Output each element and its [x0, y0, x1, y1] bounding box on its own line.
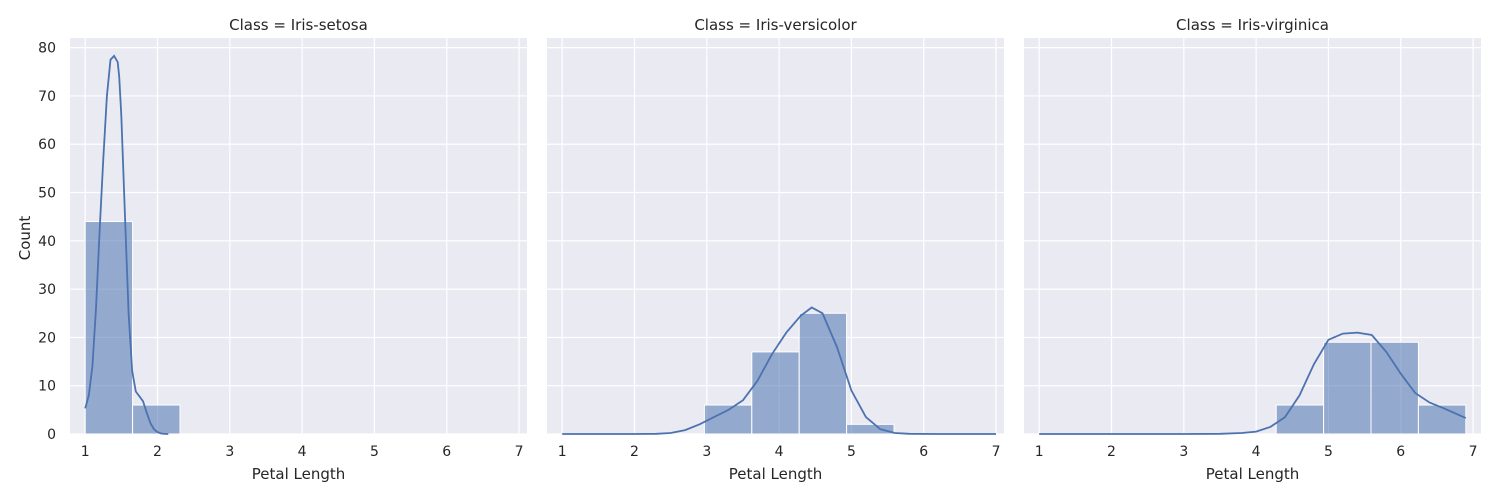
x-axis-label: Petal Length	[252, 465, 346, 483]
x-tick-label: 6	[1396, 444, 1405, 460]
kde-curve	[84, 54, 169, 435]
y-tick-label: 70	[38, 89, 56, 105]
y-tick-label: 80	[38, 41, 56, 57]
x-axis-label: Petal Length	[1206, 465, 1300, 483]
histogram-bar	[132, 404, 181, 435]
histogram-bar	[1323, 341, 1372, 435]
x-tick-label: 1	[81, 444, 90, 460]
x-tick-label: 6	[442, 444, 451, 460]
x-tick-label: 3	[1179, 444, 1188, 460]
y-tick-label: 40	[38, 234, 56, 250]
x-tick-label: 4	[298, 444, 307, 460]
kde-curve	[1039, 331, 1467, 435]
y-axis-label: Count	[16, 216, 34, 261]
x-axis-label: Petal Length	[729, 465, 823, 483]
y-tick-label: 10	[38, 379, 56, 395]
x-tick-label: 3	[225, 444, 234, 460]
x-tick-label: 5	[370, 444, 379, 460]
x-tick-label: 4	[1252, 444, 1261, 460]
x-tick-label: 3	[702, 444, 711, 460]
histogram-bar	[798, 312, 848, 435]
panel-title: Class = Iris-virginica	[1176, 16, 1329, 34]
x-tick-label: 4	[775, 444, 784, 460]
y-tick-label: 50	[38, 186, 56, 202]
x-tick-label: 2	[1107, 444, 1116, 460]
y-tick-label: 30	[38, 282, 56, 298]
x-tick-label: 7	[1469, 444, 1478, 460]
histogram-bar	[703, 404, 753, 435]
panel-title: Class = Iris-setosa	[229, 16, 368, 34]
x-tick-label: 5	[847, 444, 856, 460]
y-tick-label: 0	[47, 427, 56, 443]
x-tick-label: 6	[919, 444, 928, 460]
x-tick-label: 5	[1324, 444, 1333, 460]
panel-background	[70, 38, 527, 434]
x-tick-label: 1	[1035, 444, 1044, 460]
histogram-bar	[1417, 404, 1467, 435]
x-tick-label: 2	[630, 444, 639, 460]
panel-title: Class = Iris-versicolor	[694, 16, 857, 34]
x-tick-label: 7	[515, 444, 524, 460]
histogram-bar	[1275, 404, 1325, 435]
y-tick-label: 60	[38, 137, 56, 153]
kde-curve	[562, 306, 996, 435]
x-tick-label: 2	[153, 444, 162, 460]
histogram-bar	[84, 221, 134, 435]
facet-panel-2: 1 2 3 4 5 6 7 Class = Iris-versicolor Petal Leng…	[547, 16, 1004, 483]
x-tick-label: 1	[558, 444, 567, 460]
y-tick-label: 20	[38, 330, 56, 346]
facet-panel-3: 1 2 3 4 5 6 7 Class = Iris-virginica Petal Lengt…	[1024, 16, 1481, 483]
histogram-bar	[846, 423, 895, 435]
histogram-bar	[751, 351, 800, 435]
x-tick-label: 7	[992, 444, 1001, 460]
